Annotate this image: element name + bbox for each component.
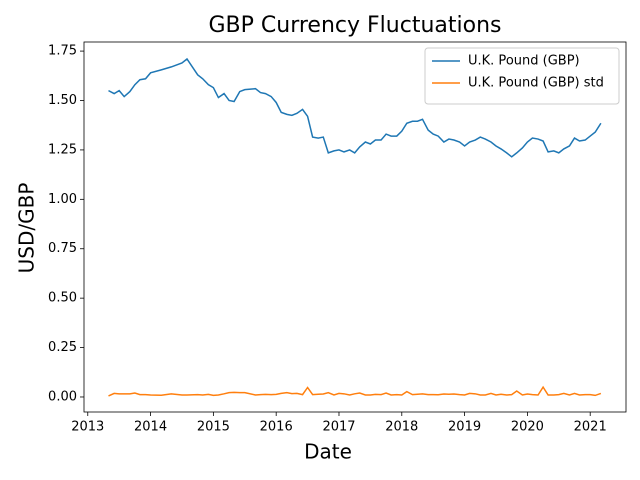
x-tick-label: 2017 [322,420,355,435]
x-tick-label: 2019 [448,420,481,435]
y-tick-label: 1.00 [48,192,77,207]
y-tick-label: 0.25 [48,340,77,355]
data-line [108,57,602,158]
y-tick-label: 1.50 [48,93,77,108]
x-tick-label: 2018 [385,420,418,435]
x-tick-label: 2015 [197,420,230,435]
y-tick-label: 0.00 [48,389,77,404]
plot-frame [83,41,627,413]
legend-label: U.K. Pound (GBP) std [468,76,604,91]
y-axis-label: USD/GBP [15,183,39,274]
y-tick-label: 0.50 [48,291,77,306]
x-tick-label: 2020 [511,420,544,435]
x-axis-label: Date [304,440,352,464]
x-tick-label: 2016 [260,420,293,435]
y-tick-label: 1.25 [48,142,77,157]
chart-title: GBP Currency Fluctuations [209,13,502,38]
legend-label: U.K. Pound (GBP) [468,54,580,69]
y-tick-label: 1.75 [48,44,77,59]
y-tick-label: 0.75 [48,241,77,256]
legend-box [424,47,620,105]
data-line [108,385,602,397]
x-tick-label: 2014 [134,420,167,435]
x-tick-label: 2021 [574,420,607,435]
x-tick-label: 2013 [71,420,104,435]
